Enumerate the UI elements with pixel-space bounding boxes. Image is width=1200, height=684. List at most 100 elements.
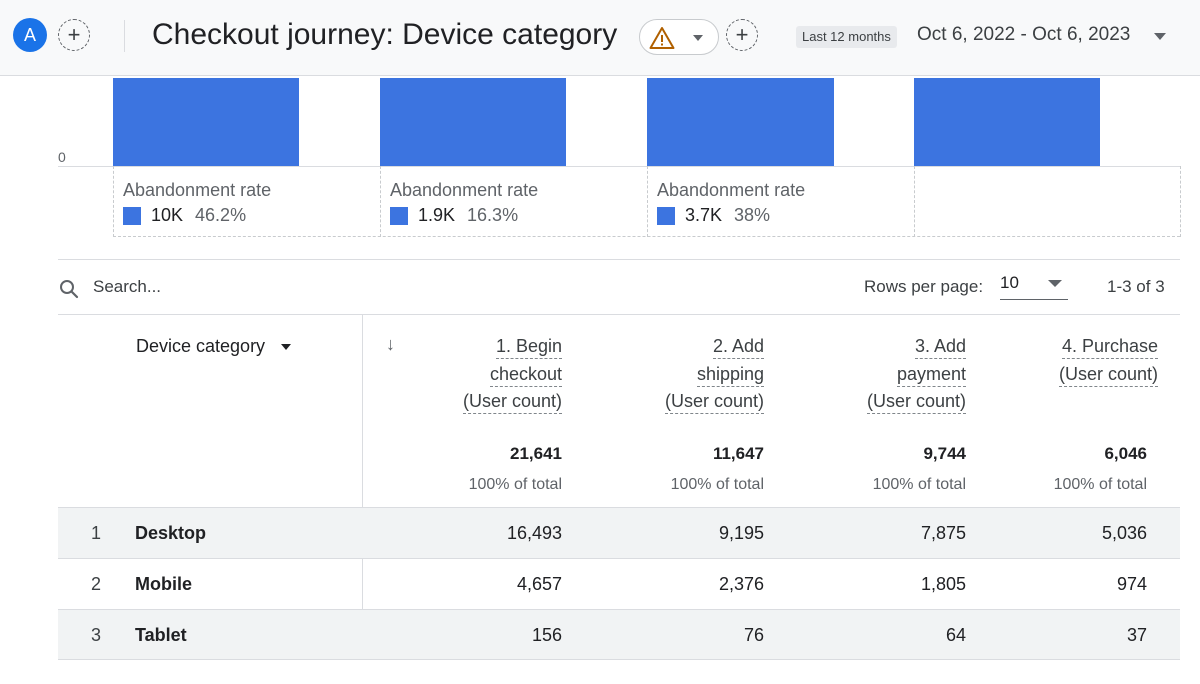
abandonment-count: 3.7K <box>685 205 723 225</box>
table-row[interactable]: 2 Mobile 4,657 2,376 1,805 974 <box>58 558 1180 609</box>
column-header-purchase[interactable]: 4. Purchase (User count) <box>998 333 1158 388</box>
table-cell: 4,657 <box>516 574 562 594</box>
abandonment-percent: 38% <box>734 205 771 225</box>
table-cell: 64 <box>945 625 966 645</box>
column-header-line: (User count) <box>664 390 764 414</box>
chart-baseline <box>58 166 1180 167</box>
row-number: 3 <box>91 625 102 645</box>
plus-icon: + <box>67 22 81 47</box>
column-header-line: shipping <box>696 363 764 387</box>
pagination-status: 1-3 of 3 <box>1107 277 1165 296</box>
legend-swatch <box>390 206 408 225</box>
column-total-percent: 100% of total <box>872 476 966 493</box>
table-cell: 1,805 <box>920 574 966 594</box>
row-dimension: Mobile <box>135 574 192 594</box>
column-total-percent: 100% of total <box>670 476 764 493</box>
legend-swatch <box>123 206 141 225</box>
abandonment-count: 1.9K <box>418 205 456 225</box>
table-cell: 156 <box>531 625 562 645</box>
funnel-bar-step-1[interactable] <box>113 78 299 166</box>
divider <box>113 236 1180 237</box>
add-filter-button[interactable]: + <box>726 19 758 51</box>
divider <box>58 259 1180 260</box>
chevron-down-icon <box>281 343 292 350</box>
table-cell: 5,036 <box>1101 523 1147 543</box>
y-axis-zero-label: 0 <box>58 149 66 165</box>
dimension-header-label: Device category <box>136 336 266 356</box>
column-header-add-shipping[interactable]: 2. Add shipping (User count) <box>604 333 764 416</box>
column-header-line: 4. Purchase <box>1061 335 1158 359</box>
column-header-begin-checkout[interactable]: 1. Begin checkout (User count) <box>402 333 562 416</box>
row-dimension: Tablet <box>135 625 187 645</box>
table-cell: 16,493 <box>506 523 562 543</box>
rows-per-page-label: Rows per page: <box>864 277 984 296</box>
divider <box>647 166 648 237</box>
column-header-line: payment <box>896 363 966 387</box>
avatar-letter: A <box>23 24 36 45</box>
account-avatar[interactable]: A <box>13 18 47 52</box>
table-cell: 2,376 <box>718 574 764 594</box>
legend-swatch <box>657 206 675 225</box>
column-header-line: (User count) <box>1058 363 1158 387</box>
data-quality-button[interactable] <box>639 19 719 55</box>
column-total: 21,641 <box>510 444 562 463</box>
column-header-line: checkout <box>489 363 562 387</box>
rows-per-page-value: 10 <box>1000 273 1019 292</box>
funnel-bar-step-4[interactable] <box>914 78 1100 166</box>
divider <box>113 166 114 237</box>
abandonment-value: 3.7K 38% <box>657 205 770 226</box>
chevron-down-icon[interactable] <box>1154 33 1166 40</box>
abandonment-value: 1.9K 16.3% <box>390 205 518 226</box>
divider <box>58 314 1180 315</box>
column-total: 11,647 <box>712 444 764 463</box>
plus-icon: + <box>735 22 749 47</box>
divider <box>362 314 363 660</box>
table-cell: 37 <box>1126 625 1147 645</box>
column-header-line: 3. Add <box>914 335 966 359</box>
table-cell: 974 <box>1116 574 1147 594</box>
row-number: 1 <box>91 523 102 543</box>
rows-per-page-select[interactable]: 10 <box>1000 272 1068 300</box>
search-input[interactable]: Search... <box>93 277 162 296</box>
row-number: 2 <box>91 574 102 594</box>
header-divider <box>124 20 125 52</box>
sort-descending-icon[interactable]: ↓ <box>386 334 395 354</box>
table-cell: 7,875 <box>920 523 966 543</box>
table-cell: 76 <box>743 625 764 645</box>
divider <box>1180 166 1181 237</box>
divider <box>58 659 1180 660</box>
add-comparison-button[interactable]: + <box>58 19 90 51</box>
column-total-percent: 100% of total <box>1053 476 1147 493</box>
report-header: A + Checkout journey: Device category + … <box>0 0 1200 76</box>
funnel-bar-step-3[interactable] <box>647 78 834 166</box>
abandonment-count: 10K <box>151 205 184 225</box>
abandonment-label: Abandonment rate <box>390 180 539 200</box>
abandonment-percent: 46.2% <box>195 205 247 225</box>
row-dimension: Desktop <box>135 523 207 543</box>
column-total: 9,744 <box>923 444 966 463</box>
column-header-line: 1. Begin <box>495 335 562 359</box>
chevron-down-icon <box>1048 280 1062 287</box>
table-cell: 9,195 <box>718 523 764 543</box>
chevron-down-icon <box>693 35 703 41</box>
page-title: Checkout journey: Device category <box>152 18 618 51</box>
search-icon[interactable] <box>58 278 80 300</box>
column-header-add-payment[interactable]: 3. Add payment (User count) <box>806 333 966 416</box>
column-total-percent: 100% of total <box>468 476 562 493</box>
date-range-picker[interactable]: Oct 6, 2022 - Oct 6, 2023 <box>917 24 1131 45</box>
table-row[interactable]: 1 Desktop 16,493 9,195 7,875 5,036 <box>58 507 1180 558</box>
dimension-header[interactable]: Device category <box>136 336 292 357</box>
funnel-bar-step-2[interactable] <box>380 78 566 166</box>
abandonment-label: Abandonment rate <box>123 180 272 200</box>
divider <box>914 166 915 237</box>
column-header-line: (User count) <box>462 390 562 414</box>
column-total: 6,046 <box>1104 444 1147 463</box>
table-row[interactable]: 3 Tablet 156 76 64 37 <box>58 609 1180 660</box>
abandonment-value: 10K 46.2% <box>123 205 246 226</box>
date-range-badge: Last 12 months <box>796 26 897 48</box>
abandonment-percent: 16.3% <box>467 205 519 225</box>
divider <box>380 166 381 237</box>
abandonment-label: Abandonment rate <box>657 180 806 200</box>
column-header-line: (User count) <box>866 390 966 414</box>
warning-icon <box>649 27 675 49</box>
